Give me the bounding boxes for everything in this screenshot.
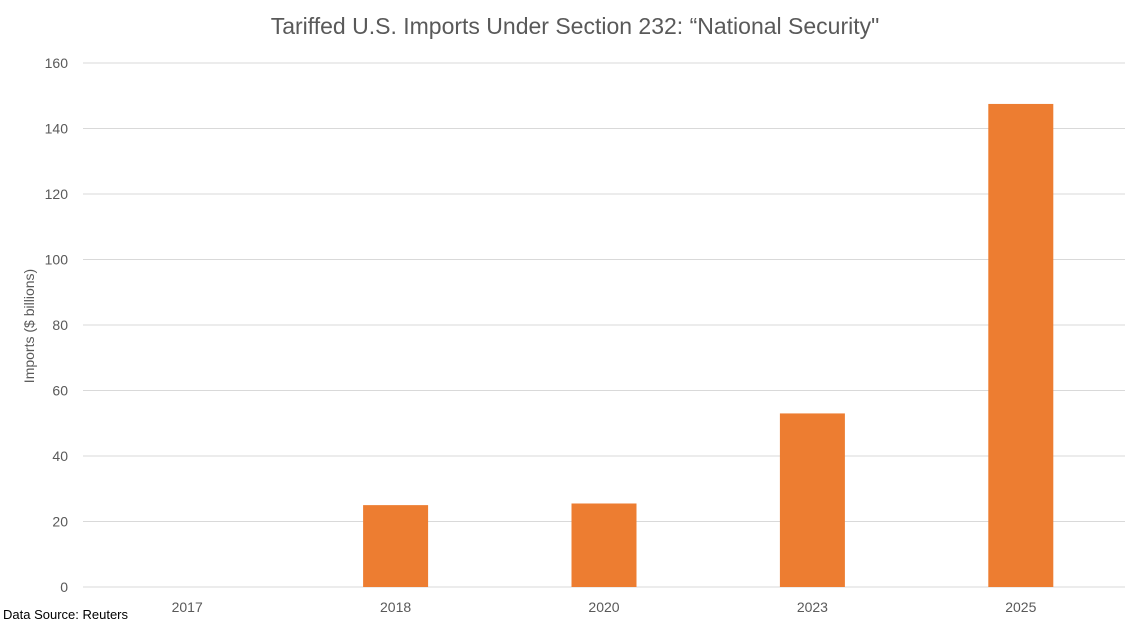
bar-2018 <box>363 505 429 587</box>
bar-2020 <box>571 503 637 587</box>
x-tick-label-2018: 2018 <box>380 599 411 615</box>
bar-2023 <box>779 413 845 587</box>
x-axis-ticks: 2017 2018 2020 2023 2025 <box>172 599 1037 615</box>
y-tick-label: 140 <box>45 121 69 137</box>
x-tick-label-2025: 2025 <box>1005 599 1036 615</box>
y-tick-label: 100 <box>45 252 69 268</box>
y-tick-label: 60 <box>52 383 68 399</box>
y-tick-label: 20 <box>52 514 68 530</box>
y-tick-label: 80 <box>52 317 68 333</box>
gridlines <box>83 62 1125 588</box>
y-axis-ticks: 0 20 40 60 80 100 120 140 160 <box>45 55 69 595</box>
y-tick-label: 120 <box>45 186 69 202</box>
x-tick-label-2020: 2020 <box>588 599 619 615</box>
bar-2025 <box>988 103 1054 587</box>
y-tick-label: 40 <box>52 448 68 464</box>
x-tick-label-2023: 2023 <box>797 599 828 615</box>
y-tick-label: 160 <box>45 55 69 71</box>
y-tick-label: 0 <box>60 579 68 595</box>
x-tick-label-2017: 2017 <box>172 599 203 615</box>
bars <box>363 103 1054 587</box>
source-note: Data Source: Reuters <box>3 607 129 622</box>
y-axis-label: Imports ($ billions) <box>21 269 37 383</box>
chart-title: Tariffed U.S. Imports Under Section 232:… <box>271 13 880 39</box>
